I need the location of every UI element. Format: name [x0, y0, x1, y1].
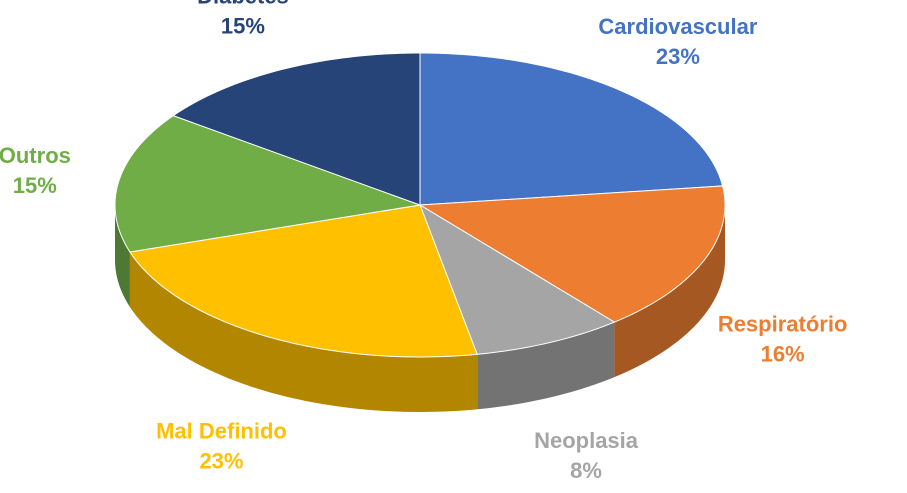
label-name: Respiratório [718, 312, 848, 337]
label-value: 15% [221, 13, 265, 38]
slice-side [477, 322, 615, 410]
slice-side [129, 251, 478, 412]
label-value: 16% [761, 342, 805, 367]
slice [419, 203, 616, 355]
label-name: Neoplasia [534, 428, 639, 453]
label-value: 15% [13, 173, 57, 198]
label-name: Diabetes [197, 0, 289, 8]
label-name: Outros [0, 143, 71, 168]
slice [129, 204, 478, 358]
slice [114, 115, 422, 253]
label-value: 23% [199, 449, 243, 474]
label-name: Cardiovascular [598, 14, 757, 39]
slice-side [115, 205, 130, 307]
slice [419, 52, 724, 206]
slice [172, 52, 421, 206]
slice-side [614, 205, 725, 378]
label-name: Mal Definido [156, 419, 287, 444]
label-value: 23% [656, 44, 700, 69]
slice [418, 185, 726, 323]
label-value: 8% [570, 458, 602, 483]
